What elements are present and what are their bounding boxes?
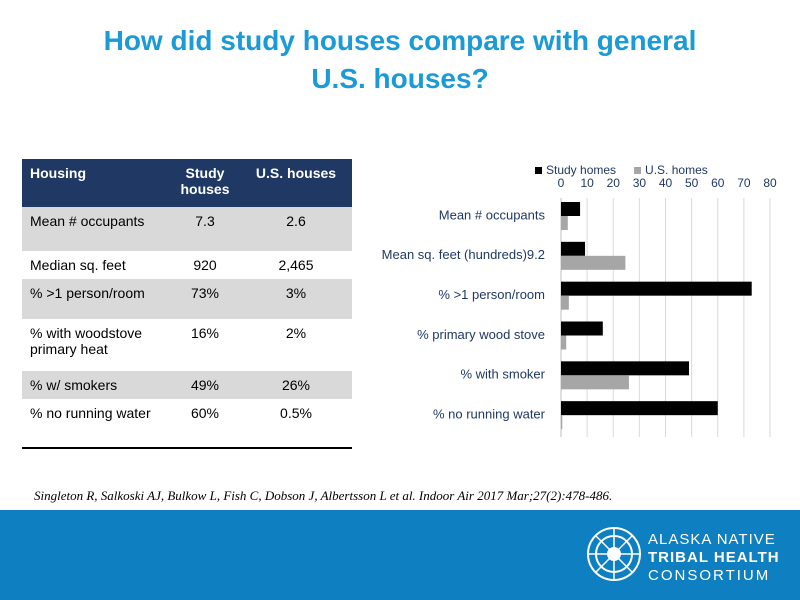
table-cell: 2.6: [240, 207, 352, 251]
table-cell: % with woodstove primary heat: [30, 325, 143, 357]
bar: [561, 361, 690, 376]
bar: [561, 295, 569, 310]
bar: [561, 202, 581, 216]
legend-label: U.S. homes: [645, 163, 708, 177]
bar: [561, 241, 586, 256]
table-row: % >1 person/room 73% 3%: [22, 279, 352, 319]
y-tick-label: % primary wood stove: [417, 327, 545, 342]
y-tick-label: Mean sq. feet (hundreds)9.2: [382, 247, 545, 262]
table-cell: 920: [193, 257, 217, 273]
logo: ALASKA NATIVE TRIBAL HEALTH CONSORTIUM: [587, 527, 780, 584]
table-cell: Mean # occupants: [22, 207, 170, 251]
table-cell: 2,465: [278, 257, 314, 273]
bar: [561, 375, 629, 390]
header-cell: Housing: [22, 159, 170, 207]
table-cell: 0.5%: [280, 405, 312, 421]
x-tick-label: 80: [763, 176, 777, 190]
bar: [561, 281, 752, 296]
bar: [561, 415, 563, 430]
table-cell: % no running water: [30, 405, 151, 421]
bar: [561, 335, 567, 350]
header-row: Housing Study houses U.S. houses: [22, 159, 352, 207]
table-cell: 73%: [170, 279, 240, 319]
table-cell: Median sq. feet: [30, 257, 126, 273]
x-tick-label: 20: [607, 176, 621, 190]
legend-swatch: [535, 167, 542, 174]
bar: [561, 255, 626, 270]
header-cell: Study houses: [170, 159, 240, 207]
bar: [561, 321, 603, 336]
logo-text: TRIBAL HEALTH: [648, 549, 780, 566]
legend-label: Study homes: [546, 163, 616, 177]
table-cell: 26%: [240, 371, 352, 399]
x-tick-label: 30: [633, 176, 647, 190]
x-tick-label: 50: [685, 176, 699, 190]
table-cell: 7.3: [170, 207, 240, 251]
citation: Singleton R, Salkoski AJ, Bulkow L, Fish…: [34, 488, 613, 503]
y-tick-label: % no running water: [433, 407, 546, 422]
legend-swatch: [634, 167, 642, 174]
bar: [561, 216, 568, 230]
table-cell: % >1 person/room: [22, 279, 170, 319]
table-cell: 49%: [170, 371, 240, 399]
chart: 0 10 20 30 40 50 60 70 80 Study homes U.S. homes Me…: [382, 163, 777, 437]
slide-title: How did study houses compare with genera…: [103, 25, 697, 94]
logo-text: ALASKA NATIVE: [648, 531, 776, 548]
data-table: Housing Study houses U.S. houses Mean # occ…: [22, 159, 352, 449]
x-tick-label: 10: [580, 176, 594, 190]
header-cell: U.S. houses: [240, 159, 352, 207]
x-tick-label: 0: [558, 176, 565, 190]
logo-text: CONSORTIUM: [648, 567, 770, 584]
footer: ALASKA NATIVE TRIBAL HEALTH CONSORTIUM: [0, 510, 800, 600]
y-tick-label: % >1 person/room: [438, 287, 545, 302]
y-tick-label: % with smoker: [460, 367, 545, 382]
table-row: Mean # occupants 7.3 2.6: [22, 207, 352, 251]
bar: [561, 401, 718, 416]
table-cell: 16%: [190, 325, 220, 341]
table-row: % w/ smokers 49% 26%: [22, 371, 352, 399]
table-row: % no running water 60% 0.5%: [22, 399, 352, 448]
y-tick-label: Mean # occupants: [439, 207, 546, 222]
table-row: Median sq. feet 920 2,465: [22, 251, 352, 279]
table-row: % with woodstove primary heat 16% 2%: [22, 319, 352, 371]
table-cell: 60%: [190, 405, 220, 421]
x-tick-label: 70: [737, 176, 751, 190]
x-tick-label: 40: [659, 176, 673, 190]
table-cell: 2%: [285, 325, 307, 341]
table-cell: % w/ smokers: [22, 371, 170, 399]
x-tick-label: 60: [711, 176, 725, 190]
table-cell: 3%: [240, 279, 352, 319]
